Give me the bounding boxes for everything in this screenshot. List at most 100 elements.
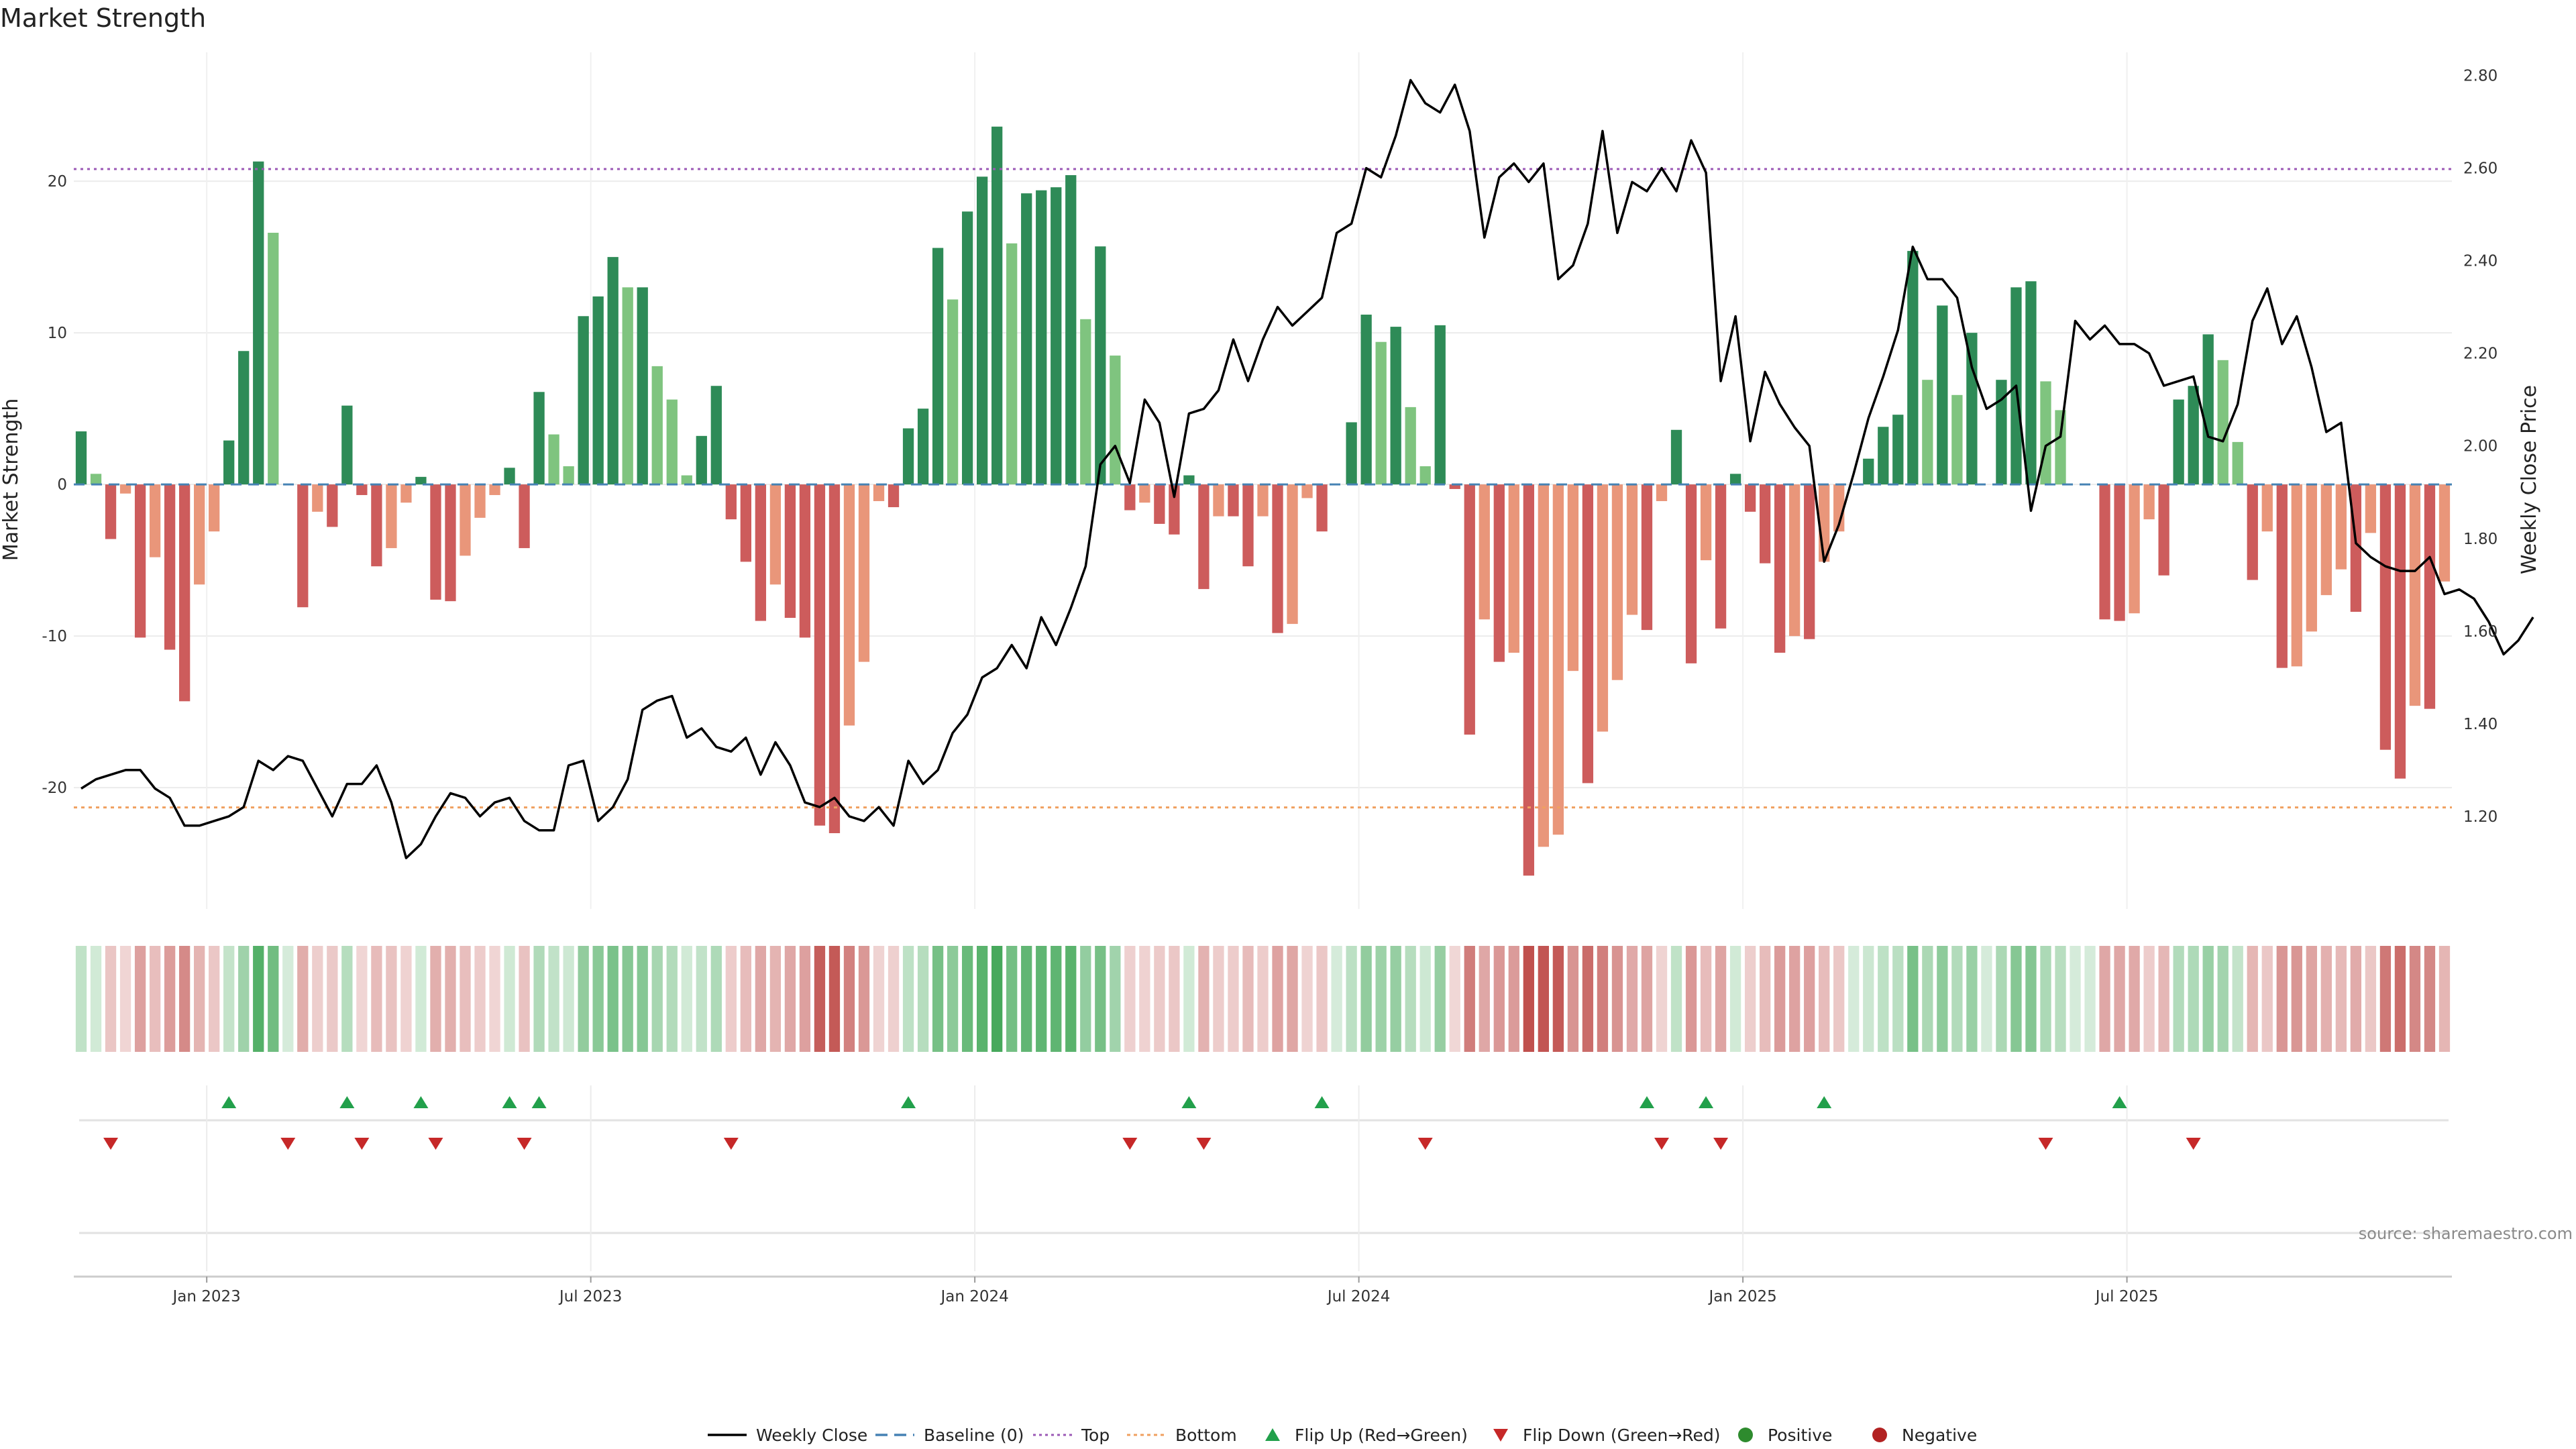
strength-bar — [1597, 484, 1609, 732]
heatmap-cell — [1819, 946, 1830, 1052]
heatmap-cell — [814, 946, 826, 1052]
strength-bar — [858, 484, 870, 662]
heatmap-cell — [548, 946, 559, 1052]
strength-bar — [917, 409, 929, 485]
flip-up-marker — [1181, 1096, 1197, 1108]
strength-bar — [725, 484, 737, 520]
strength-bar — [1464, 484, 1475, 735]
heatmap-cell — [2084, 946, 2096, 1052]
heatmap-cell — [164, 946, 176, 1052]
heatmap-cell — [917, 946, 929, 1052]
heatmap-cell — [1464, 946, 1475, 1052]
strength-bar — [814, 484, 826, 826]
heatmap-cell — [1080, 946, 1091, 1052]
heatmap-cell — [149, 946, 161, 1052]
strength-bar — [1774, 484, 1786, 653]
heatmap-cell — [622, 946, 633, 1052]
heatmap-cell — [1538, 946, 1550, 1052]
heatmap-cell — [1567, 946, 1579, 1052]
strength-bar — [1685, 484, 1697, 663]
strength-bar — [755, 484, 767, 621]
x-tick-label: Jan 2023 — [172, 1288, 241, 1305]
heatmap-cell — [430, 946, 441, 1052]
heatmap-cell — [2261, 946, 2273, 1052]
strength-bar — [1036, 190, 1047, 485]
heatmap-cell — [666, 946, 678, 1052]
legend-item-close: Weekly Close — [708, 1426, 867, 1445]
strength-bar — [2114, 484, 2125, 621]
strength-bar — [297, 484, 309, 608]
strength-bar — [2291, 484, 2302, 667]
strength-bar — [2335, 484, 2347, 570]
heatmap-cell — [888, 946, 900, 1052]
heatmap-cell — [902, 946, 914, 1052]
strength-bar — [1124, 484, 1136, 511]
heatmap-cell — [2158, 946, 2169, 1052]
heatmap-cell — [637, 946, 648, 1052]
heatmap-cell — [1597, 946, 1609, 1052]
flip-down-marker — [2038, 1138, 2053, 1150]
strength-bar — [90, 474, 102, 485]
legend-item-flip_down: Flip Down (Green→Red) — [1493, 1426, 1721, 1445]
strength-bar — [194, 484, 205, 585]
heatmap-cell — [2202, 946, 2214, 1052]
strength-bar — [1493, 484, 1505, 662]
heatmap-cell — [1744, 946, 1756, 1052]
heatmap-cell — [873, 946, 885, 1052]
heatmap-cell — [858, 946, 870, 1052]
heatmap-cell — [1405, 946, 1416, 1052]
heatmap-cell — [1759, 946, 1771, 1052]
flip-up-markers — [221, 1096, 2127, 1108]
strength-bar — [1360, 315, 1372, 485]
heatmap-cell — [297, 946, 309, 1052]
heatmap-cell — [386, 946, 397, 1052]
legend-item-baseline: Baseline (0) — [875, 1426, 1024, 1445]
strength-bar — [2394, 484, 2406, 779]
strength-bar — [430, 484, 441, 600]
heatmap-cell — [1729, 946, 1741, 1052]
heatmap-cell — [282, 946, 294, 1052]
heatmap-cell — [1523, 946, 1534, 1052]
heatmap-cell — [2025, 946, 2037, 1052]
strength-bar — [2025, 281, 2037, 485]
strength-bar — [1257, 484, 1269, 517]
x-gridlines — [206, 52, 2128, 909]
heatmap-cell — [209, 946, 220, 1052]
strength-bar — [533, 392, 545, 485]
heatmap-cell — [1892, 946, 1904, 1052]
strength-bar — [1729, 474, 1741, 485]
flip-panel-gridlines — [206, 1085, 2128, 1271]
heatmap-cell — [2365, 946, 2377, 1052]
y-tick-label: 0 — [57, 476, 67, 494]
legend-item-negative: Negative — [1872, 1426, 1977, 1445]
strength-bar — [1228, 484, 1239, 517]
strength-bar — [1139, 484, 1150, 503]
y2-tick-label: 1.60 — [2463, 623, 2498, 641]
strength-bar — [799, 484, 811, 638]
heatmap-cell — [769, 946, 782, 1052]
heatmap-cell — [1493, 946, 1505, 1052]
strength-bar — [2129, 484, 2140, 614]
flip-down-marker — [2186, 1138, 2201, 1150]
heatmap-cell — [681, 946, 692, 1052]
strength-bar — [1110, 356, 1121, 485]
heatmap-cell — [1951, 946, 1963, 1052]
heatmap-cell — [134, 946, 146, 1052]
strength-bar — [1301, 484, 1313, 498]
x-tick-label: Jan 2024 — [939, 1288, 1008, 1305]
heatmap-cell — [2217, 946, 2229, 1052]
heatmap-cell — [223, 946, 235, 1052]
flip-up-marker — [339, 1096, 355, 1108]
strength-bar — [2409, 484, 2421, 706]
heatmap-cell — [1922, 946, 1933, 1052]
strength-bar — [1346, 422, 1357, 485]
heatmap-cell — [415, 946, 427, 1052]
right-y-tick-labels: 1.20 1.40 1.60 1.80 2.00 2.20 2.40 2.60 2.80 — [2463, 68, 2498, 826]
heatmap-cell — [1907, 946, 1919, 1052]
heatmap-cell — [2320, 946, 2332, 1052]
strength-bar — [1021, 193, 1032, 485]
legend-label: Flip Up (Red→Green) — [1295, 1426, 1468, 1445]
strength-bar — [105, 484, 117, 539]
x-tick-label: Jul 2023 — [558, 1288, 623, 1305]
y2-tick-label: 1.80 — [2463, 531, 2498, 548]
